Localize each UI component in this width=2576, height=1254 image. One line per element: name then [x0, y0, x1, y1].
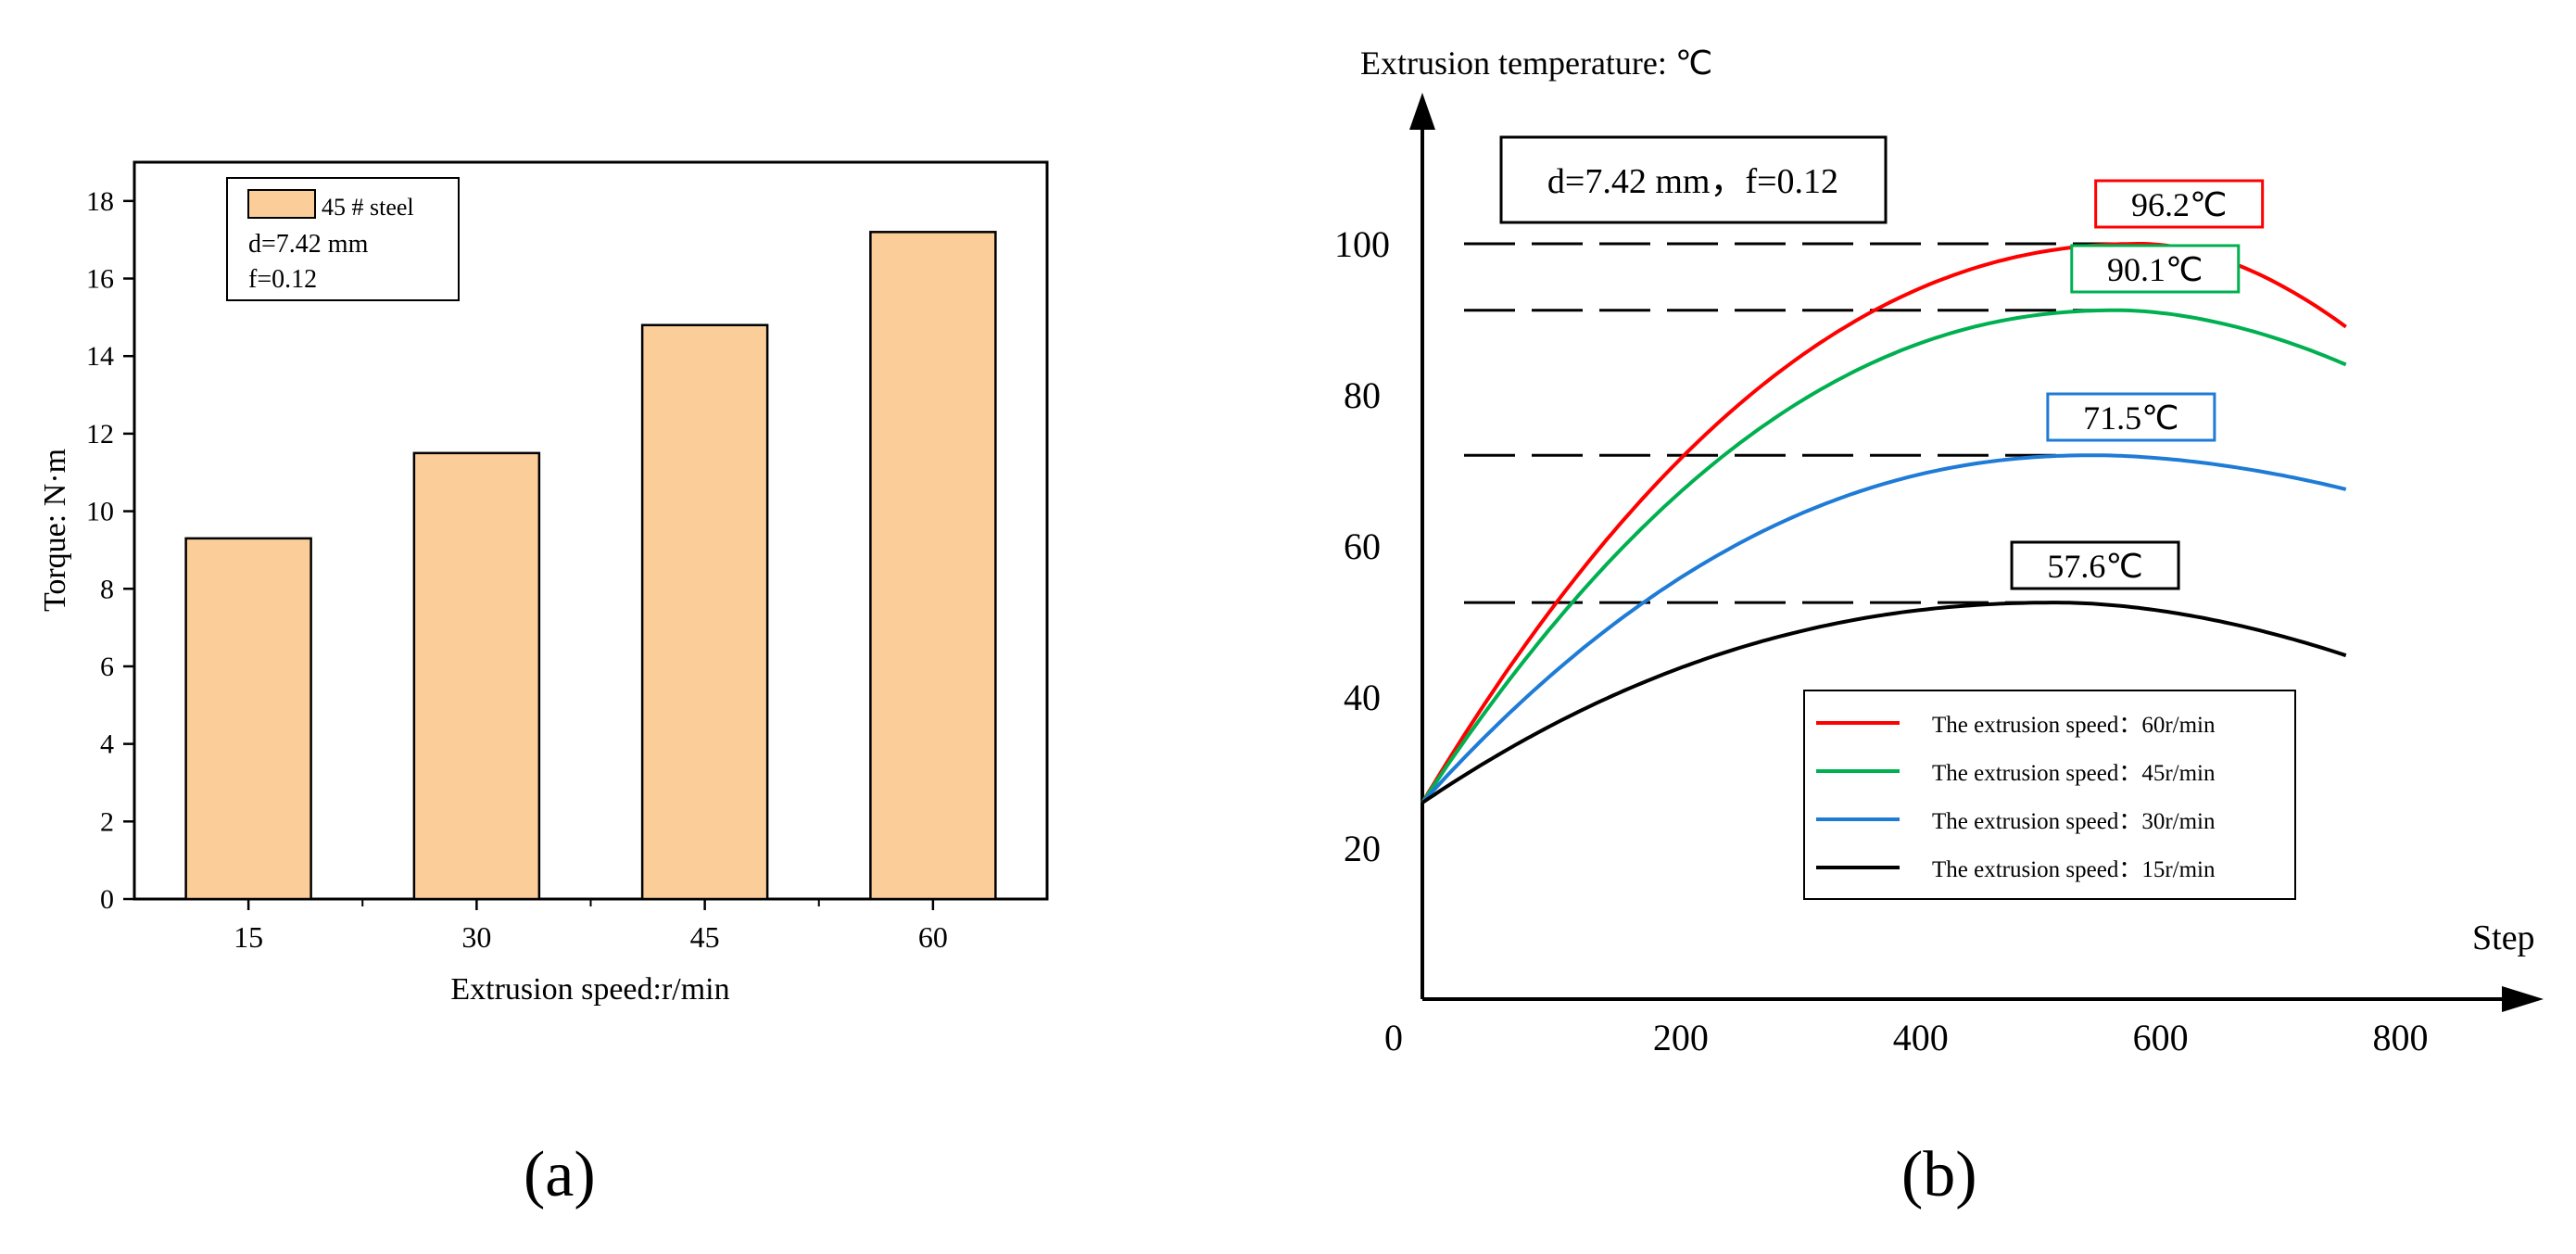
bar-y-tick-label: 14 — [86, 341, 114, 372]
bar-legend-swatch — [247, 189, 316, 219]
line-y-tick-label: 40 — [1344, 677, 1381, 718]
panel-label-b: (b) — [1901, 1139, 1977, 1210]
bar-y-tick-label: 6 — [100, 652, 114, 682]
bar-x-tick-label: 60 — [918, 920, 948, 954]
line-y-tick-label: 80 — [1344, 374, 1381, 416]
bar-y-tick-label: 2 — [100, 806, 114, 837]
line-y-tick-label: 100 — [1334, 223, 1390, 265]
bar-y-tick-label: 0 — [100, 884, 114, 915]
bar-legend-note-diameter: d=7.42 mm — [248, 230, 369, 259]
bar-y-axis-title: Torque: N·m — [38, 449, 72, 612]
bar-legend-box — [226, 177, 460, 301]
bar-chart-panel: 0 2 4 6 8 10 12 14 16 18 15 30 45 60 45 # steel d=7.… — [38, 160, 1049, 1007]
peak-label-box — [2046, 392, 2216, 442]
peak-labels: 96.2℃ 90.1℃ 71.5℃ 57.6℃ — [2010, 179, 2265, 590]
peak-label-text: 57.6℃ — [2047, 548, 2142, 585]
line-y-tick-label: 20 — [1344, 828, 1381, 869]
peak-label-box — [2094, 179, 2265, 229]
line-y-ticks: 20 40 60 80 100 — [1334, 223, 1390, 869]
bar — [184, 537, 312, 901]
bar-y-tick-label: 4 — [100, 729, 114, 760]
temperature-curve-line — [1421, 453, 2347, 804]
bar-x-tick-label: 45 — [690, 920, 720, 954]
peak-reference-lines — [1464, 242, 2142, 604]
bar-legend-note-feed: f=0.12 — [248, 265, 317, 294]
line-x-tick-label: 400 — [1893, 1017, 1949, 1058]
bar-series — [184, 231, 997, 901]
panel-label-a: (a) — [524, 1139, 596, 1210]
line-legend-entries: The extrusion speed：60r/min The extrusion… — [1816, 713, 2216, 882]
bar-x-tick-label: 30 — [461, 920, 491, 954]
bar — [640, 323, 769, 901]
line-x-tick-label: 200 — [1653, 1017, 1709, 1058]
bar-x-axis: 15 30 45 60 — [234, 899, 948, 954]
line-x-axis-title: Step — [2472, 918, 2535, 957]
peak-label-text: 90.1℃ — [2107, 251, 2203, 288]
bar — [412, 451, 541, 901]
temperature-curve-line — [1421, 308, 2347, 804]
peak-label-text: 96.2℃ — [2131, 186, 2227, 223]
temperature-curve-line — [1421, 601, 2347, 804]
peak-label-box — [2010, 540, 2180, 590]
line-y-axis-title: Extrusion temperature: ℃ — [1360, 44, 1712, 82]
peak-label-box — [2070, 244, 2241, 294]
line-origin-label: 0 — [1384, 1017, 1403, 1058]
legend-entry-label: The extrusion speed：45r/min — [1932, 761, 2216, 786]
legend-entry-label: The extrusion speed：30r/min — [1932, 809, 2216, 834]
line-legend-box — [1803, 690, 2296, 900]
peak-label-text: 71.5℃ — [2083, 399, 2178, 437]
bar-x-tick-label: 15 — [234, 920, 263, 954]
bar-y-tick-label: 16 — [86, 264, 114, 295]
line-y-axis-arrow — [1409, 93, 1435, 130]
line-x-tick-label: 600 — [2133, 1017, 2189, 1058]
line-annotation-text: d=7.42 mm，f=0.12 — [1547, 162, 1838, 201]
line-chart-panel: Extrusion temperature: ℃ Step 0 20 40 60 80… — [1334, 44, 2544, 1058]
bar-y-tick-label: 8 — [100, 574, 114, 604]
bar-x-axis-title: Extrusion speed:r/min — [450, 972, 729, 1007]
line-x-ticks: 200 400 600 800 — [1653, 1017, 2429, 1058]
bar — [869, 231, 997, 901]
line-x-axis-arrow — [2502, 986, 2544, 1012]
bar-legend-label: 45 # steel — [322, 194, 414, 221]
bar-y-axis: 0 2 4 6 8 10 12 14 16 18 — [86, 186, 134, 915]
bar-y-tick-label: 10 — [86, 497, 114, 527]
line-annotation-box — [1499, 135, 1888, 224]
legend-entry-label: The extrusion speed：15r/min — [1932, 857, 2216, 882]
line-y-tick-label: 60 — [1344, 526, 1381, 567]
bar-y-tick-label: 12 — [86, 419, 114, 450]
legend-entry-label: The extrusion speed：60r/min — [1932, 713, 2216, 738]
bar-y-tick-label: 18 — [86, 186, 114, 217]
line-x-tick-label: 800 — [2373, 1017, 2429, 1058]
